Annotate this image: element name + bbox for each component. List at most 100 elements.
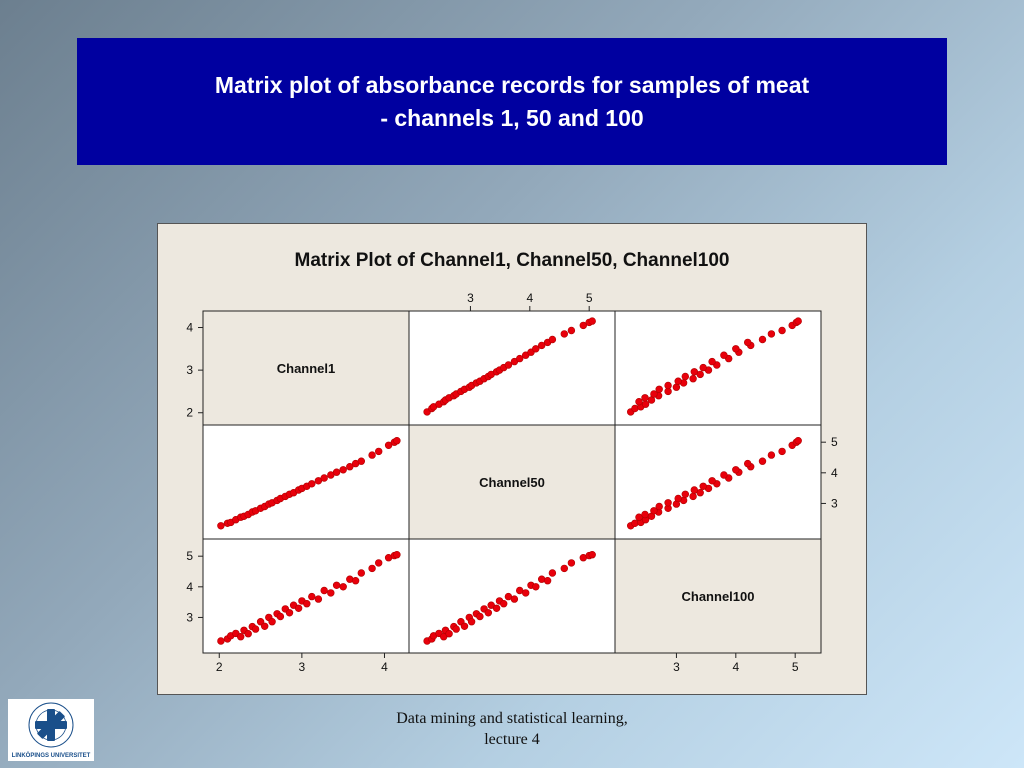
bottom-tick-label-0-2: 2	[216, 660, 223, 674]
data-point-2-0-10	[260, 622, 269, 630]
data-point-1-0-25	[332, 468, 341, 476]
data-point-0-1-27	[538, 341, 546, 350]
data-point-1-0-26	[339, 466, 347, 474]
data-point-2-0-16	[285, 609, 294, 617]
data-point-1-2-22	[708, 477, 716, 485]
data-point-2-0-23	[320, 586, 328, 595]
data-point-2-1-8	[452, 625, 460, 633]
title-banner: Matrix plot of absorbance records for sa…	[77, 38, 947, 165]
data-point-1-0-0	[217, 522, 225, 530]
university-logo: LINKÖPINGS UNIVERSITET	[8, 699, 94, 761]
data-point-2-0-0	[217, 637, 225, 645]
data-point-2-1-30	[560, 564, 568, 573]
data-point-0-2-28	[743, 338, 752, 347]
data-point-2-0-29	[357, 569, 366, 577]
data-point-2-0-26	[339, 583, 347, 591]
data-point-1-2-8	[650, 507, 658, 515]
bottom-tick-label-2-5: 5	[792, 660, 799, 674]
data-point-1-2-6	[641, 510, 649, 519]
data-point-2-0-12	[268, 618, 276, 626]
data-point-0-2-29	[758, 335, 767, 344]
data-point-2-0-6	[244, 630, 252, 638]
data-point-2-1-18	[492, 604, 501, 612]
data-point-2-0-25	[332, 581, 341, 589]
bottom-tick-label-2-3: 3	[673, 660, 680, 674]
data-point-1-0-23	[320, 474, 328, 482]
data-point-2-1-28	[543, 577, 552, 585]
data-point-2-0-30	[368, 564, 376, 573]
data-point-0-2-18	[690, 368, 698, 376]
university-logo-icon: LINKÖPINGS UNIVERSITET	[12, 702, 91, 759]
data-point-2-0-18	[294, 604, 303, 612]
diagonal-panel-channel50	[408, 424, 616, 540]
data-point-2-1-31	[567, 559, 576, 567]
data-point-2-1-14	[476, 612, 484, 621]
data-point-0-1-31	[567, 326, 576, 335]
data-point-1-0-32	[384, 441, 393, 450]
right-tick-label-3: 3	[831, 496, 838, 510]
data-point-2-0-9	[256, 618, 265, 626]
data-point-1-2-18	[690, 486, 698, 494]
chart-title: Matrix Plot of Channel1, Channel50, Chan…	[295, 250, 730, 271]
scatter-panel-0-1	[408, 310, 616, 426]
data-point-2-1-24	[522, 589, 530, 597]
slide-footer: Data mining and statistical learning, le…	[310, 708, 714, 750]
left-tick-label-2-4: 4	[186, 580, 193, 594]
data-point-1-2-24	[720, 471, 728, 479]
slide-title-line-1: Matrix plot of absorbance records for sa…	[214, 71, 810, 98]
logo-text: LINKÖPINGS UNIVERSITET	[12, 752, 91, 759]
diagonal-panel-channel100	[614, 538, 822, 654]
data-point-0-2-24	[720, 351, 728, 359]
right-tick-label-5: 5	[831, 435, 838, 449]
data-point-0-1-26	[532, 345, 540, 353]
data-point-1-2-14	[674, 494, 682, 503]
data-point-2-1-29	[548, 569, 557, 577]
matrix-plot-svg: Matrix Plot of Channel1, Channel50, Chan…	[186, 250, 838, 674]
matrix-plot-chart: Matrix Plot of Channel1, Channel50, Chan…	[157, 223, 867, 695]
footer-line-2: lecture 4	[484, 731, 540, 748]
slide-title-line-2: - channels 1, 50 and 100	[380, 104, 644, 131]
data-point-2-1-26	[532, 583, 540, 591]
data-point-0-2-16	[681, 372, 689, 381]
data-point-2-0-24	[327, 589, 335, 597]
data-point-1-2-30	[767, 451, 776, 459]
bottom-tick-label-2-4: 4	[732, 660, 739, 674]
data-point-2-0-4	[236, 633, 245, 641]
data-point-0-2-30	[767, 330, 776, 338]
left-tick-label-2-3: 3	[186, 610, 193, 624]
data-point-2-0-8	[251, 625, 260, 633]
data-point-1-2-4	[635, 513, 643, 521]
data-point-1-2-29	[758, 457, 767, 465]
data-point-0-2-22	[708, 357, 716, 366]
data-point-1-2-12	[664, 499, 672, 507]
data-point-2-1-10	[460, 622, 469, 630]
data-point-0-1-30	[560, 330, 568, 338]
data-point-0-1-23	[516, 354, 524, 363]
data-point-2-1-12	[467, 618, 476, 626]
data-point-2-0-21	[308, 592, 316, 601]
data-point-0-1-29	[548, 335, 557, 344]
data-point-1-0-27	[346, 463, 354, 471]
top-tick-label-3: 3	[467, 291, 474, 305]
data-point-2-1-16	[484, 609, 492, 617]
data-point-1-2-31	[778, 447, 786, 456]
data-point-1-2-15	[689, 492, 697, 501]
data-point-0-2-10	[655, 385, 663, 394]
data-point-0-2-8	[650, 390, 658, 398]
data-point-1-2-16	[681, 490, 689, 498]
left-tick-label-0-2: 2	[186, 406, 193, 420]
bottom-tick-label-0-4: 4	[381, 660, 388, 674]
data-point-0-2-3	[641, 400, 650, 408]
bottom-tick-label-0-3: 3	[299, 660, 306, 674]
data-point-0-2-12	[664, 381, 672, 390]
data-point-0-2-14	[674, 377, 682, 385]
data-point-2-0-28	[351, 577, 360, 585]
data-point-1-2-28	[743, 459, 752, 468]
diagonal-panel-channel1	[202, 310, 410, 426]
data-point-2-1-6	[445, 630, 453, 638]
data-point-0-1-21	[504, 361, 513, 369]
data-point-2-1-34	[588, 551, 596, 559]
data-point-2-0-34	[393, 551, 401, 559]
data-point-0-1-32	[579, 321, 587, 330]
data-point-1-0-31	[375, 447, 383, 456]
